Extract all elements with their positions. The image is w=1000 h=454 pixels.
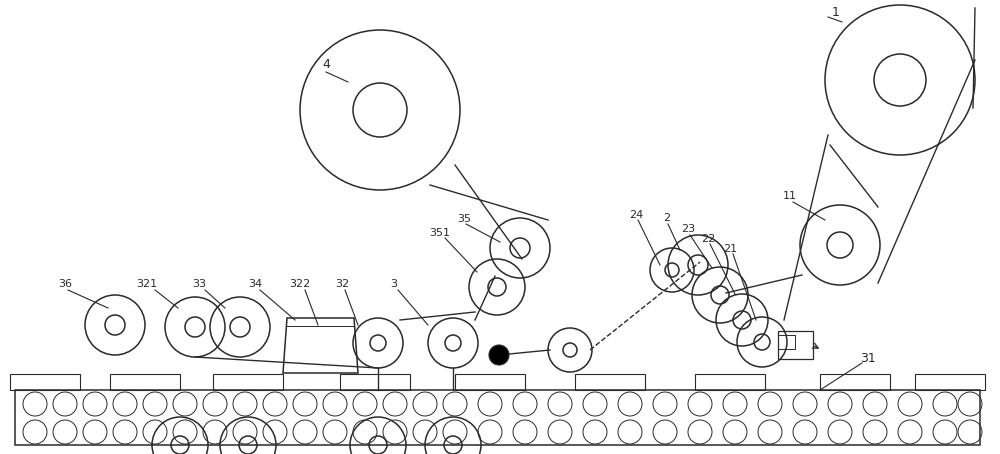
Text: 32: 32 — [335, 279, 349, 289]
Bar — [778, 331, 813, 359]
Text: 322: 322 — [289, 279, 311, 289]
Circle shape — [489, 345, 509, 365]
Text: 351: 351 — [430, 228, 450, 238]
Text: 36: 36 — [58, 279, 72, 289]
Text: 321: 321 — [136, 279, 158, 289]
Text: 2: 2 — [663, 213, 671, 223]
Text: 3: 3 — [390, 279, 398, 289]
Text: 34: 34 — [248, 279, 262, 289]
Bar — [10, 374, 80, 390]
Bar — [110, 374, 180, 390]
Bar — [778, 335, 795, 349]
Text: 22: 22 — [701, 234, 715, 244]
Text: 24: 24 — [629, 210, 643, 220]
Text: 31: 31 — [860, 351, 876, 365]
Bar — [695, 374, 765, 390]
Text: 11: 11 — [783, 191, 797, 201]
Bar — [455, 374, 525, 390]
Bar — [915, 374, 985, 390]
Text: 33: 33 — [192, 279, 206, 289]
Bar — [820, 374, 890, 390]
Bar — [340, 374, 410, 390]
Text: 4: 4 — [322, 59, 330, 71]
Text: 35: 35 — [457, 214, 471, 224]
Bar — [15, 390, 980, 445]
Text: 21: 21 — [723, 244, 737, 254]
Text: 1: 1 — [832, 5, 840, 19]
Bar — [575, 374, 645, 390]
Text: 23: 23 — [681, 224, 695, 234]
Bar — [213, 374, 283, 390]
